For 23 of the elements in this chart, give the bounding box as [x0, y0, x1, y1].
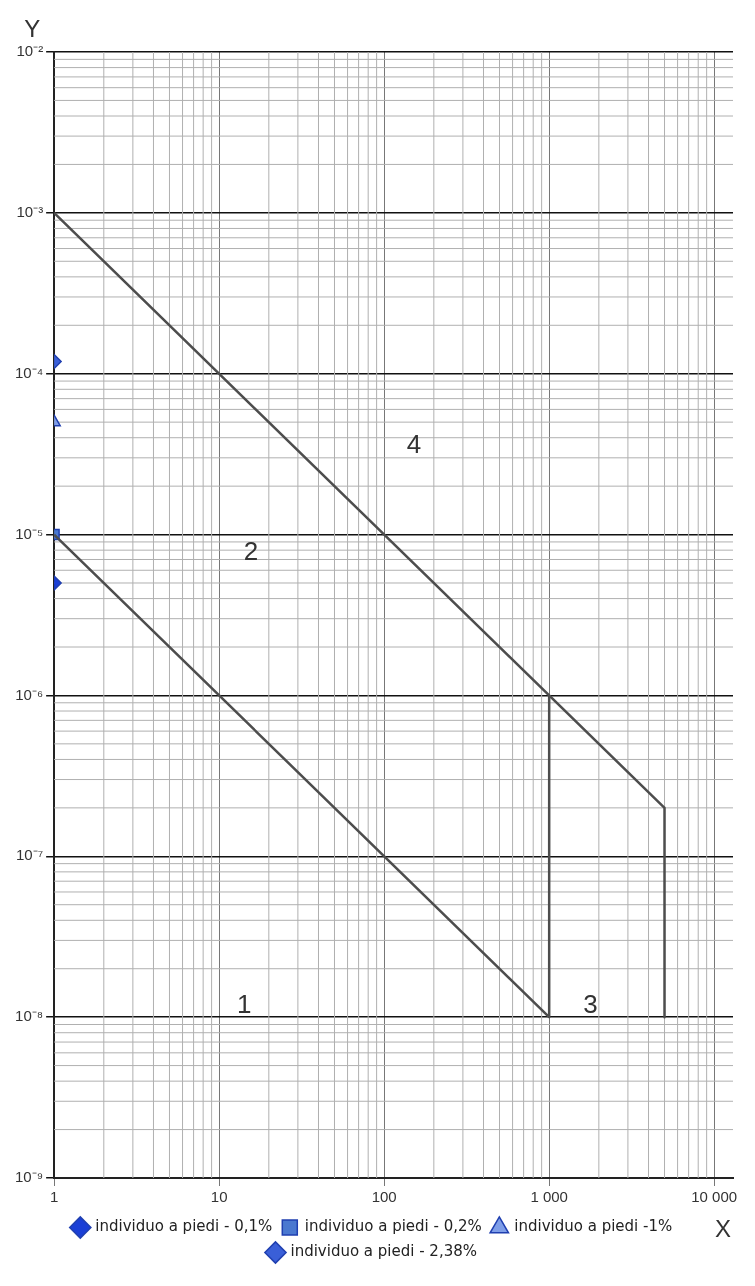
y-axis-title: Y: [24, 14, 41, 42]
legend-label: individuo a piedi - 2,38%: [290, 1242, 478, 1261]
annotation: 1: [236, 988, 252, 1019]
x-tick-label: 1 000: [530, 1188, 568, 1206]
y-tick-label: 10⁻⁵: [15, 524, 44, 542]
x-tick-label: 1: [49, 1188, 59, 1206]
y-tick-label: 10⁻⁸: [15, 1007, 44, 1025]
y-tick-label: 10⁻⁶: [15, 685, 44, 703]
legend-label: individuo a piedi - 0,2%: [304, 1217, 482, 1236]
y-tick-label: 10⁻⁴: [14, 363, 44, 381]
annotation: 2: [243, 536, 259, 567]
x-tick-label: 10 000: [691, 1188, 738, 1206]
y-tick-label: 10⁻⁷: [16, 846, 44, 864]
x-tick-label: 10: [210, 1188, 228, 1206]
annotation: 4: [406, 429, 422, 460]
x-axis-title: X: [714, 1214, 732, 1242]
annotation: 3: [583, 988, 598, 1019]
x-tick-label: 100: [371, 1188, 397, 1206]
y-tick-label: 10⁻⁹: [15, 1168, 44, 1186]
y-tick-label: 10⁻²: [16, 42, 44, 60]
legend-label: individuo a piedi - 0,1%: [95, 1217, 273, 1236]
legend-label: individuo a piedi -1%: [514, 1217, 673, 1236]
y-tick-label: 10⁻³: [16, 203, 44, 220]
